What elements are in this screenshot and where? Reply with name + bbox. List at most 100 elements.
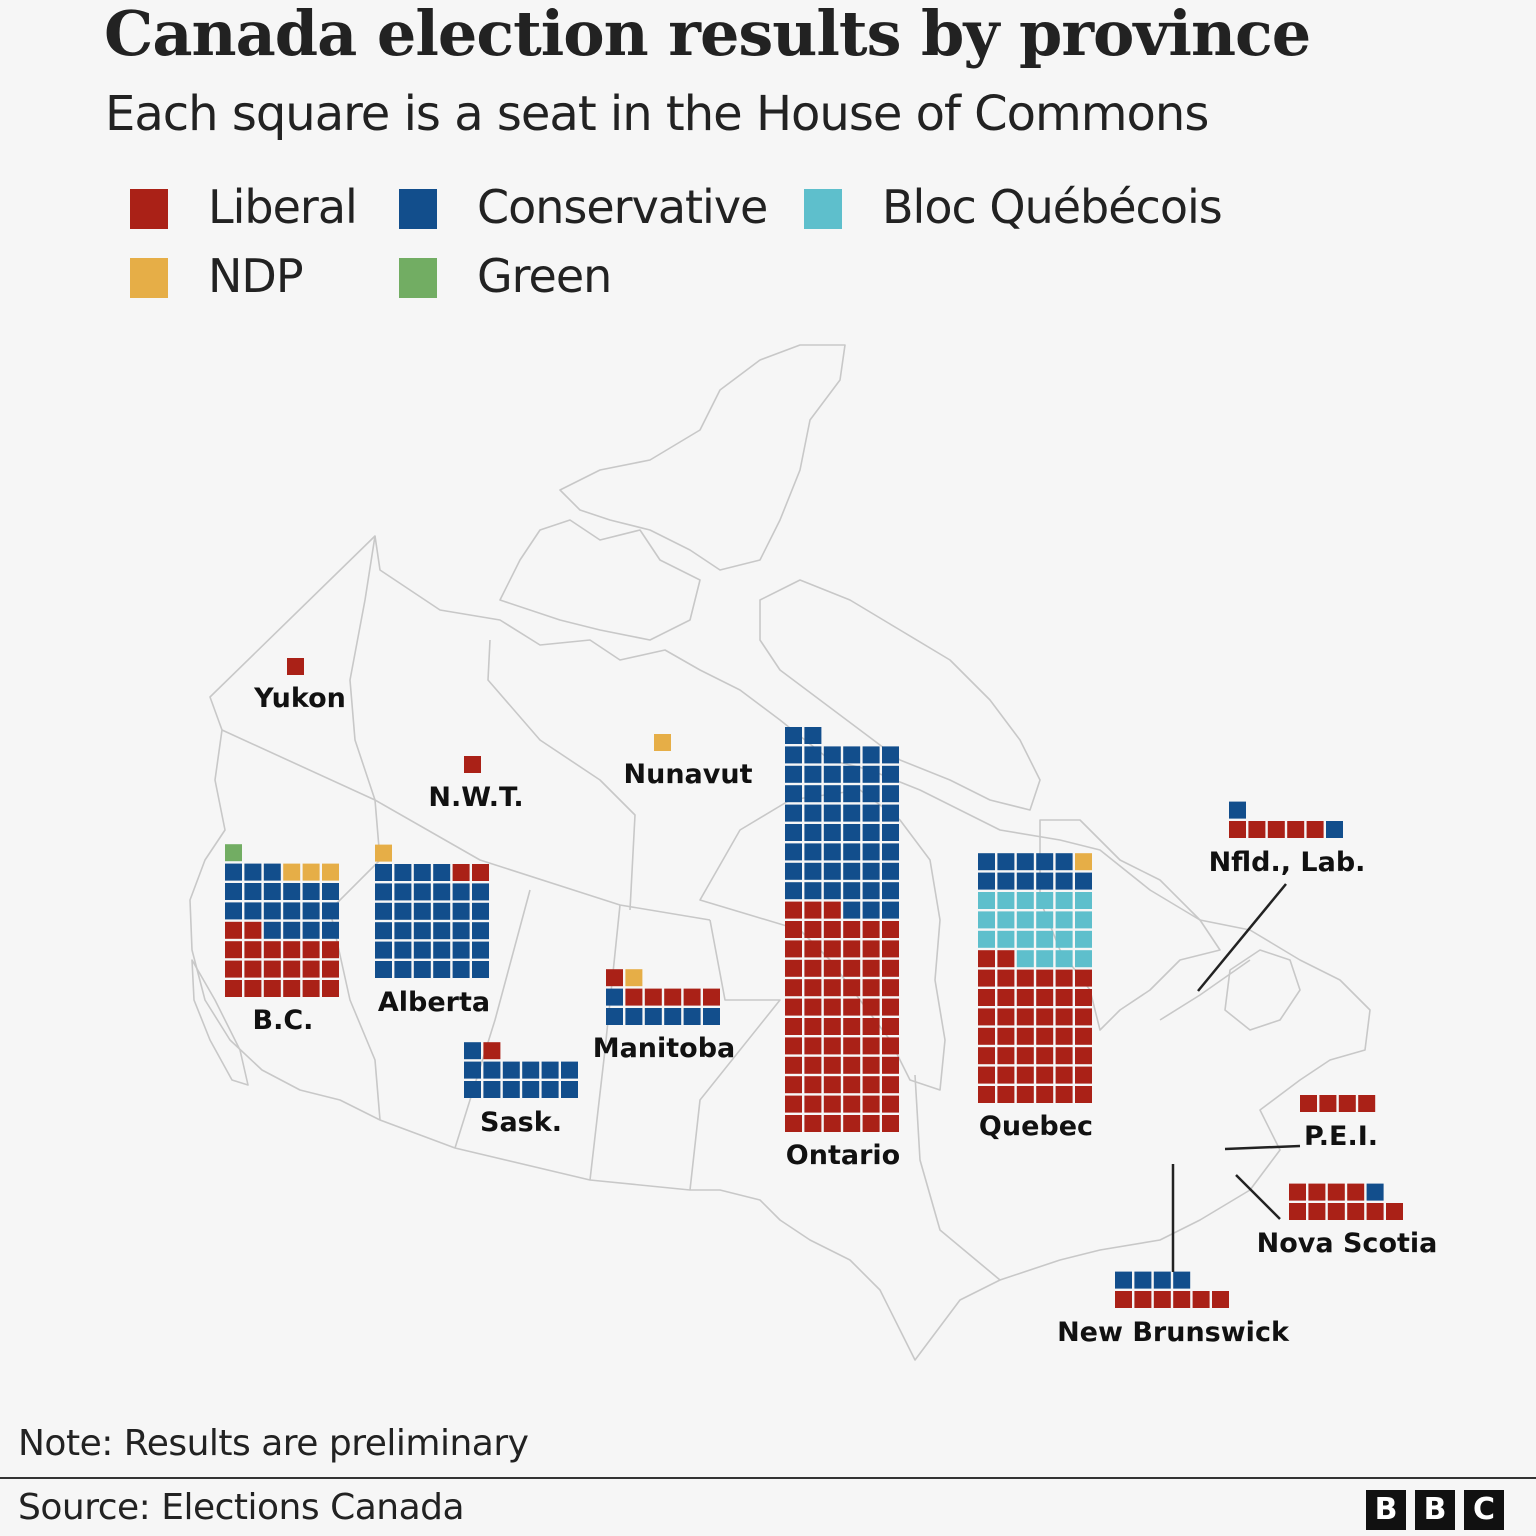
seat-square-liberal xyxy=(997,1047,1015,1065)
seat-square-conservative xyxy=(862,862,880,880)
seat-square-liberal xyxy=(1173,1291,1191,1308)
region-label-nova-scotia: Nova Scotia xyxy=(1257,1228,1438,1259)
legend-label-bloc: Bloc Québécois xyxy=(882,180,1223,234)
legend-label-green: Green xyxy=(477,249,612,303)
seat-square-liberal xyxy=(882,1056,899,1074)
seat-square-conservative xyxy=(263,883,281,900)
bbc-logo-letter: C xyxy=(1464,1490,1504,1530)
leader-line-pei xyxy=(1224,1144,1301,1151)
seat-square-conservative xyxy=(413,864,431,881)
seat-square-liberal xyxy=(843,921,861,938)
seat-square-liberal xyxy=(804,1076,822,1094)
seat-square-conservative xyxy=(433,961,451,978)
seat-square-liberal xyxy=(225,980,242,997)
seat-square-liberal xyxy=(804,901,822,919)
seat-square-conservative xyxy=(225,902,242,920)
seat-square-liberal xyxy=(997,1027,1015,1045)
seat-square-liberal xyxy=(225,941,242,959)
footer-divider xyxy=(0,1477,1536,1479)
seat-square-liberal xyxy=(804,998,822,1016)
seat-square-conservative xyxy=(785,843,802,861)
seat-square-liberal xyxy=(882,1076,899,1094)
seat-square-conservative xyxy=(823,824,841,841)
seat-square-liberal xyxy=(804,1115,822,1132)
seat-square-conservative xyxy=(452,941,470,959)
seat-square-conservative xyxy=(283,883,301,900)
waffle-b-c xyxy=(225,844,339,997)
seat-square-liberal xyxy=(823,1037,841,1055)
seat-square-liberal xyxy=(978,1086,995,1103)
seat-square-conservative xyxy=(394,864,412,881)
seat-square-conservative xyxy=(804,882,822,900)
seat-square-bloc-qu-b-cois xyxy=(1036,950,1054,968)
border-bc-alberta xyxy=(329,799,381,1121)
seat-square-liberal xyxy=(1036,1086,1054,1103)
seat-square-conservative xyxy=(375,883,392,901)
seat-square-conservative xyxy=(785,824,802,841)
seat-square-bloc-qu-b-cois xyxy=(1036,930,1054,948)
seat-square-conservative xyxy=(823,785,841,803)
seat-square-conservative xyxy=(664,1008,682,1025)
seat-square-conservative xyxy=(1055,872,1073,890)
seat-square-conservative xyxy=(823,882,841,900)
seat-square-liberal xyxy=(804,1056,822,1074)
seat-square-liberal xyxy=(1055,1008,1073,1026)
seat-square-liberal xyxy=(823,901,841,919)
seat-square-bloc-qu-b-cois xyxy=(1016,930,1034,948)
seat-square-bloc-qu-b-cois xyxy=(1075,950,1092,968)
seat-square-liberal xyxy=(606,969,623,987)
seat-square-liberal xyxy=(978,1047,995,1065)
seat-square-liberal xyxy=(225,921,242,939)
seat-square-bloc-qu-b-cois xyxy=(997,911,1015,929)
seat-square-liberal xyxy=(785,940,802,958)
region-label-nfld-lab: Nfld., Lab. xyxy=(1209,847,1366,878)
seat-square-conservative xyxy=(785,804,802,822)
region-label-quebec: Quebec xyxy=(979,1111,1093,1142)
border-nwt-nunavut xyxy=(487,639,636,911)
seat-square-liberal xyxy=(1036,969,1054,987)
seat-square-liberal xyxy=(302,941,320,959)
seat-square-liberal xyxy=(978,969,995,987)
legend-swatch-green xyxy=(399,258,437,298)
seat-square-liberal xyxy=(997,1066,1015,1084)
hudson-bay xyxy=(699,789,946,1091)
seat-square-liberal xyxy=(1327,1183,1345,1201)
seat-square-liberal xyxy=(664,988,682,1006)
seat-square-conservative xyxy=(244,902,262,920)
seat-square-conservative xyxy=(882,746,899,764)
bbc-logo-letter: B xyxy=(1415,1490,1455,1530)
seat-square-liberal xyxy=(785,979,802,997)
seat-square-liberal xyxy=(1287,821,1305,838)
seat-square-liberal xyxy=(843,1095,861,1113)
seat-square-conservative xyxy=(452,902,470,920)
seat-square-liberal xyxy=(244,941,262,959)
legend-swatch-ndp xyxy=(130,258,168,298)
seat-square-liberal xyxy=(1358,1095,1376,1112)
seat-square-liberal xyxy=(1016,969,1034,987)
seat-square-conservative xyxy=(375,961,392,978)
seat-square-conservative xyxy=(472,961,489,978)
seat-square-liberal xyxy=(683,988,701,1006)
seat-square-liberal xyxy=(785,1076,802,1094)
seat-square-liberal xyxy=(823,940,841,958)
seat-square-conservative xyxy=(225,863,242,881)
legend-swatch-liberal xyxy=(130,189,168,229)
newfoundland-island xyxy=(1224,949,1301,1031)
seat-square-liberal xyxy=(1075,969,1092,987)
seat-square-conservative xyxy=(862,765,880,783)
waffle-sask xyxy=(464,1042,578,1098)
border-alberta-sask xyxy=(454,889,531,1149)
seat-square-liberal xyxy=(1267,821,1285,838)
seat-square-liberal xyxy=(823,921,841,938)
legend-label-liberal: Liberal xyxy=(208,180,358,234)
border-quebec-labrador xyxy=(1159,959,1251,1021)
seat-square-liberal xyxy=(862,1037,880,1055)
seat-square-liberal xyxy=(843,998,861,1016)
seat-square-conservative xyxy=(375,864,392,881)
seat-square-conservative xyxy=(843,746,861,764)
seat-square-liberal xyxy=(882,1115,899,1132)
seat-square-liberal xyxy=(862,940,880,958)
seat-square-conservative xyxy=(804,746,822,764)
seat-square-conservative xyxy=(823,746,841,764)
seat-square-conservative xyxy=(283,921,301,939)
